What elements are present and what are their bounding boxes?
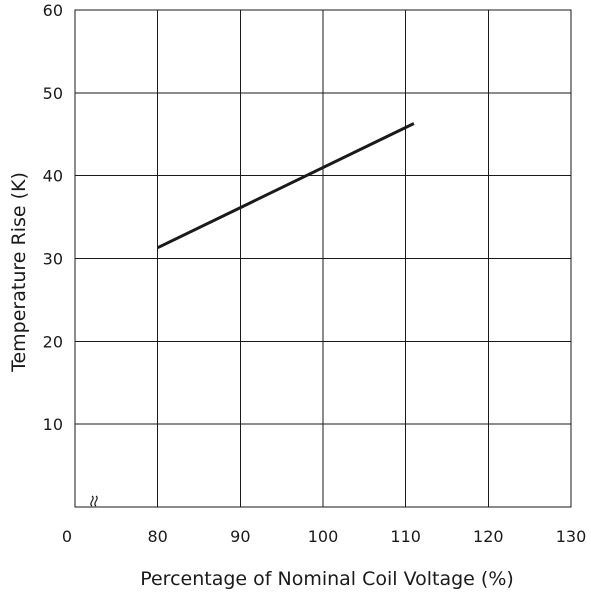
x-tick-label: 90: [230, 527, 250, 546]
x-tick-label: 120: [473, 527, 504, 546]
y-axis-title: Temperature Rise (K): [8, 172, 30, 373]
grid: [75, 10, 571, 507]
x-tick-label: 110: [390, 527, 421, 546]
x-tick-label: 80: [147, 527, 167, 546]
series-group: [158, 124, 414, 248]
y-tick-label: 50: [43, 84, 63, 103]
x-tick-label: 100: [308, 527, 339, 546]
tick-labels: 0 80 90 100 110 120 130 10 20 30 40 50 60: [43, 1, 587, 546]
y-tick-label: 10: [43, 415, 63, 434]
series-line-0: [158, 124, 414, 248]
y-tick-label: 30: [43, 250, 63, 269]
x-tick-label: 0: [62, 527, 72, 546]
y-tick-label: 20: [43, 332, 63, 351]
x-axis-title: Percentage of Nominal Coil Voltage (%): [140, 568, 514, 590]
axis-break-icon: [91, 496, 97, 506]
y-tick-label: 60: [43, 1, 63, 20]
x-tick-label: 130: [556, 527, 587, 546]
y-tick-label: 40: [43, 167, 63, 186]
